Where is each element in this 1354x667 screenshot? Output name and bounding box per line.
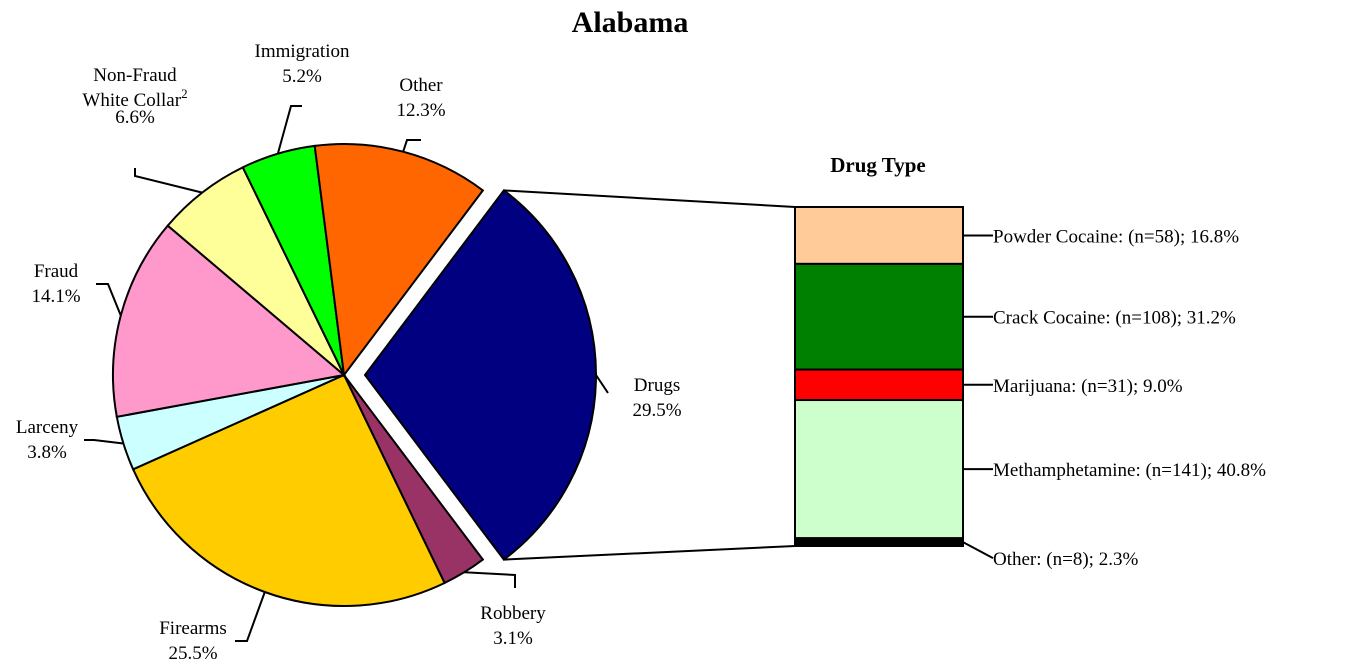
pie-label-drugs: Drugs 29.5% [632,375,681,421]
pie-label-non-fraud-name: White Collar [82,90,181,111]
bar-label-other: Other: (n=8); 2.3% [993,549,1138,570]
pie-label-immigration-percent: 5.2% [282,66,322,87]
connector-top [503,189,796,208]
bar-segment-marijuana [794,368,964,402]
pie-label-fraud: Fraud 14.1% [31,261,80,307]
pie-leader-immigration [276,105,302,154]
pie-label-other-percent: 12.3% [396,100,445,121]
pie-label-robbery: Robbery 3.1% [480,603,546,649]
bar-segment-crack-cocaine [794,262,964,371]
drug-type-stacked-bar: Powder Cocaine: (n=58); 16.8% Crack Cocai… [794,206,1266,570]
bar-leader-other [962,541,994,559]
pie-label-larceny-percent: 3.8% [27,442,67,463]
pie-label-fraud-percent: 14.1% [31,286,80,307]
pie-label-larceny-name: Larceny [16,417,79,438]
bar-segment-methamphetamine [794,399,964,540]
pie-leader-other [402,139,421,153]
pie-label-other-name: Other [399,75,443,96]
drug-type-title: Drug Type [830,153,925,177]
pie-leader-robbery [464,571,516,588]
pie-label-fraud-name: Fraud [34,261,79,282]
pie-label-footnote: 2 [181,86,188,101]
bar-label-powder-cocaine: Powder Cocaine: (n=58); 16.8% [993,226,1239,247]
pie-label-other: Other 12.3% [396,75,445,121]
breakout-connectors [503,189,796,561]
pie-label-drugs-percent: 29.5% [632,400,681,421]
pie-label-larceny: Larceny 3.8% [16,417,79,463]
bar-segment-powder-cocaine [794,206,964,265]
pie-label-non-fraud: Non-Fraud White Collar2 6.6% [82,65,187,128]
pie-chart: Drugs 29.5% Robbery 3.1% Firearms 25.5% Larcen… [16,41,682,664]
pie-slice-firearms [131,373,446,607]
connector-bottom [503,545,796,561]
pie-leader-larceny [84,439,124,445]
pie-leader-fraud [96,283,122,316]
pie-label-firearms-percent: 25.5% [168,643,217,664]
bar-label-crack-cocaine: Crack Cocaine: (n=108); 31.2% [993,308,1236,329]
pie-label-drugs-name: Drugs [634,375,680,396]
pie-label-immigration: Immigration 5.2% [255,41,350,87]
pie-label-non-fraud-percent: 6.6% [115,107,155,128]
pie-label-firearms: Firearms 25.5% [159,618,227,664]
pie-label-robbery-percent: 3.1% [493,628,533,649]
pie-label-immigration-name: Immigration [255,41,350,62]
pie-leader-non-fraud [134,168,203,194]
pie-label-robbery-name: Robbery [480,603,546,624]
bar-label-methamphetamine: Methamphetamine: (n=141); 40.8% [993,460,1266,481]
bar-segment-other [794,537,964,548]
pie-label-firearms-name: Firearms [159,618,227,639]
pie-leader-firearms [235,591,266,642]
bar-label-marijuana: Marijuana: (n=31); 9.0% [993,376,1183,397]
pie-slice-fraud [112,224,347,418]
chart-title: Alabama [572,6,689,39]
pie-leader-drugs [595,374,609,394]
pie-label-non-fraud-name: Non-Fraud [93,65,177,86]
pie-slice-other [313,143,485,378]
